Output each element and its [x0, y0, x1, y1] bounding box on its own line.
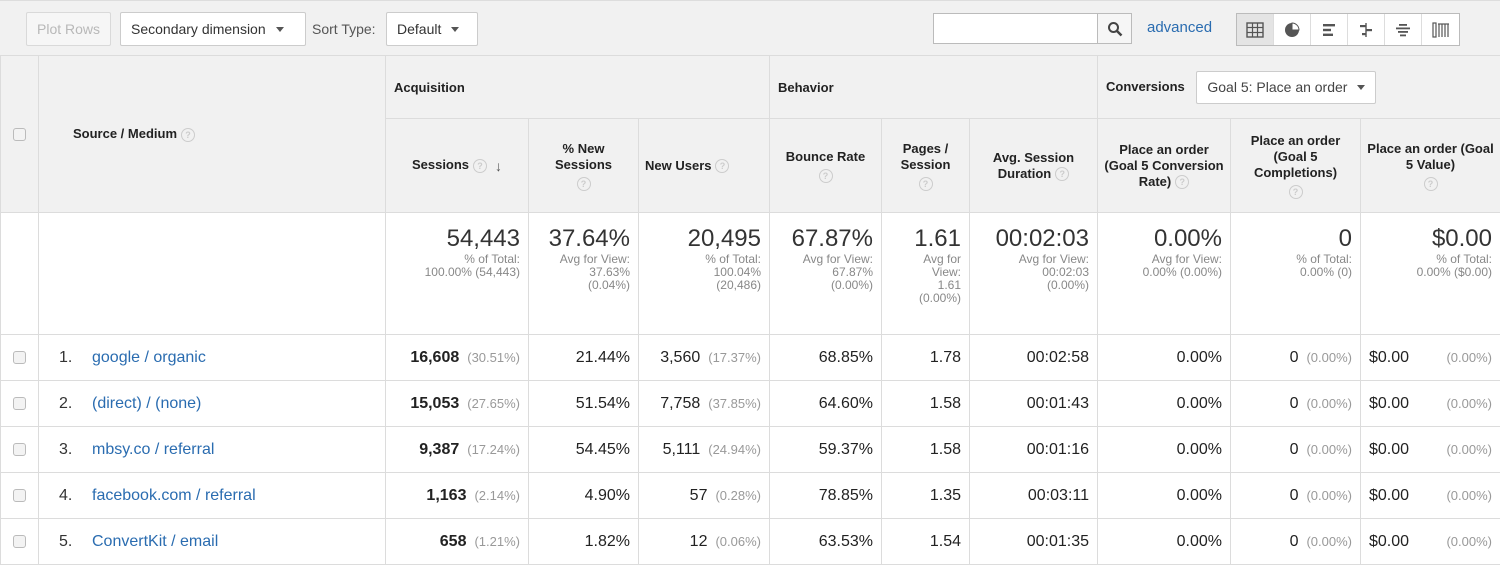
bounce-rate-header[interactable]: Bounce Rate?	[770, 119, 882, 213]
help-icon[interactable]: ?	[919, 177, 933, 191]
total-avg-duration: 00:02:03 Avg for View: 00:02:03 (0.00%)	[970, 213, 1098, 335]
new-users-header[interactable]: New Users?	[639, 119, 770, 213]
conv-rate-label: Place an order (Goal 5 Conversion Rate)	[1104, 142, 1223, 189]
goal-value-label: Place an order (Goal 5 Value)	[1367, 141, 1493, 172]
pages-session-label: Pages / Session	[901, 141, 951, 172]
explorer-table: Source / Medium? Acquisition Behavior Co…	[0, 55, 1500, 565]
sessions-label: Sessions	[412, 157, 469, 172]
source-medium-link[interactable]: ConvertKit / email	[92, 533, 218, 550]
goal-dropdown[interactable]: Goal 5: Place an order	[1196, 71, 1376, 104]
term-cloud-view-icon	[1395, 22, 1411, 38]
help-icon[interactable]: ?	[1055, 167, 1069, 181]
sort-type-dropdown[interactable]: Default	[386, 12, 478, 46]
new-sessions-label: % New Sessions	[555, 141, 612, 172]
table-row: 3. mbsy.co / referral 9,387 (17.24%) 54.45…	[1, 427, 1500, 473]
row-checkbox[interactable]	[13, 535, 26, 548]
row-checkbox[interactable]	[13, 351, 26, 364]
source-medium-link[interactable]: (direct) / (none)	[92, 395, 201, 412]
report-toolbar: Plot Rows Secondary dimension Sort Type:…	[0, 0, 1500, 56]
help-icon[interactable]: ?	[1175, 175, 1189, 189]
source-medium-link[interactable]: facebook.com / referral	[92, 487, 256, 504]
total-bounce-rate: 67.87% Avg for View: 67.87% (0.00%)	[770, 213, 882, 335]
conv-rate-header[interactable]: Place an order (Goal 5 Conversion Rate)?	[1098, 119, 1231, 213]
total-conv-rate: 0.00% Avg for View: 0.00% (0.00%)	[1098, 213, 1231, 335]
help-icon[interactable]: ?	[715, 159, 729, 173]
total-goal-value: $0.00 % of Total: 0.00% ($0.00)	[1361, 213, 1500, 335]
sort-type-value: Default	[397, 21, 441, 37]
sort-descending-icon: ↓	[495, 158, 502, 174]
table-row: 4. facebook.com / referral 1,163 (2.14%) 4…	[1, 473, 1500, 519]
plot-rows-button[interactable]: Plot Rows	[26, 12, 111, 46]
table-view-icon	[1246, 22, 1264, 38]
chevron-down-icon	[1357, 85, 1365, 90]
search-button[interactable]	[1097, 13, 1132, 44]
help-icon[interactable]: ?	[1289, 185, 1303, 199]
bar-view-icon	[1321, 22, 1337, 38]
source-medium-header[interactable]: Source / Medium?	[39, 56, 386, 213]
table-row: 5. ConvertKit / email 658 (1.21%) 1.82% 12…	[1, 519, 1500, 565]
term-cloud-view-button[interactable]	[1385, 14, 1422, 45]
total-new-sessions: 37.64% Avg for View: 37.63% (0.04%)	[529, 213, 639, 335]
advanced-search-link[interactable]: advanced	[1147, 19, 1212, 36]
pie-view-icon	[1284, 22, 1300, 38]
total-new-users: 20,495 % of Total: 100.04% (20,486)	[639, 213, 770, 335]
completions-label: Place an order (Goal 5 Completions)	[1251, 133, 1341, 180]
pivot-view-icon	[1432, 22, 1450, 38]
select-all-cell	[1, 56, 39, 213]
sort-type-label: Sort Type:	[312, 21, 376, 37]
totals-row: 54,443 % of Total: 100.00% (54,443) 37.6…	[1, 213, 1500, 335]
total-completions: 0 % of Total: 0.00% (0)	[1231, 213, 1361, 335]
pages-session-header[interactable]: Pages / Session?	[882, 119, 970, 213]
goal-value-header[interactable]: Place an order (Goal 5 Value)?	[1361, 119, 1500, 213]
source-medium-link[interactable]: mbsy.co / referral	[92, 441, 214, 458]
comparison-view-button[interactable]	[1348, 14, 1385, 45]
row-checkbox[interactable]	[13, 443, 26, 456]
help-icon[interactable]: ?	[577, 177, 591, 191]
chevron-down-icon	[276, 27, 284, 32]
completions-header[interactable]: Place an order (Goal 5 Completions)?	[1231, 119, 1361, 213]
conversions-group-header: Conversions Goal 5: Place an order	[1098, 56, 1500, 119]
new-sessions-header[interactable]: % New Sessions?	[529, 119, 639, 213]
select-all-checkbox[interactable]	[13, 128, 26, 141]
bounce-rate-label: Bounce Rate	[786, 149, 865, 164]
acquisition-group-header: Acquisition	[386, 56, 770, 119]
help-icon[interactable]: ?	[181, 128, 195, 142]
table-view-button[interactable]	[1237, 14, 1274, 45]
behavior-group-header: Behavior	[770, 56, 1098, 119]
table-row: 1. google / organic 16,608 (30.51%) 21.44%…	[1, 335, 1500, 381]
table-search-input[interactable]	[933, 13, 1098, 44]
chevron-down-icon	[451, 27, 459, 32]
help-icon[interactable]: ?	[819, 169, 833, 183]
secondary-dimension-label: Secondary dimension	[131, 21, 266, 37]
row-checkbox[interactable]	[13, 489, 26, 502]
comparison-view-icon	[1358, 22, 1374, 38]
help-icon[interactable]: ?	[473, 159, 487, 173]
source-medium-link[interactable]: google / organic	[92, 349, 206, 366]
conversions-label: Conversions	[1106, 78, 1185, 93]
total-pages-session: 1.61 Avg for View: 1.61 (0.00%)	[882, 213, 970, 335]
help-icon[interactable]: ?	[1424, 177, 1438, 191]
row-checkbox[interactable]	[13, 397, 26, 410]
total-sessions: 54,443 % of Total: 100.00% (54,443)	[386, 213, 529, 335]
search-icon	[1107, 21, 1123, 37]
source-medium-label: Source / Medium	[73, 126, 177, 141]
bar-view-button[interactable]	[1311, 14, 1348, 45]
view-switcher	[1236, 13, 1460, 46]
goal-dropdown-value: Goal 5: Place an order	[1207, 79, 1347, 95]
new-users-label: New Users	[645, 158, 711, 173]
pivot-view-button[interactable]	[1422, 14, 1459, 45]
table-row: 2. (direct) / (none) 15,053 (27.65%) 51.54…	[1, 381, 1500, 427]
secondary-dimension-dropdown[interactable]: Secondary dimension	[120, 12, 306, 46]
pie-view-button[interactable]	[1274, 14, 1311, 45]
avg-duration-header[interactable]: Avg. Session Duration?	[970, 119, 1098, 213]
sessions-header[interactable]: Sessions? ↓	[386, 119, 529, 213]
